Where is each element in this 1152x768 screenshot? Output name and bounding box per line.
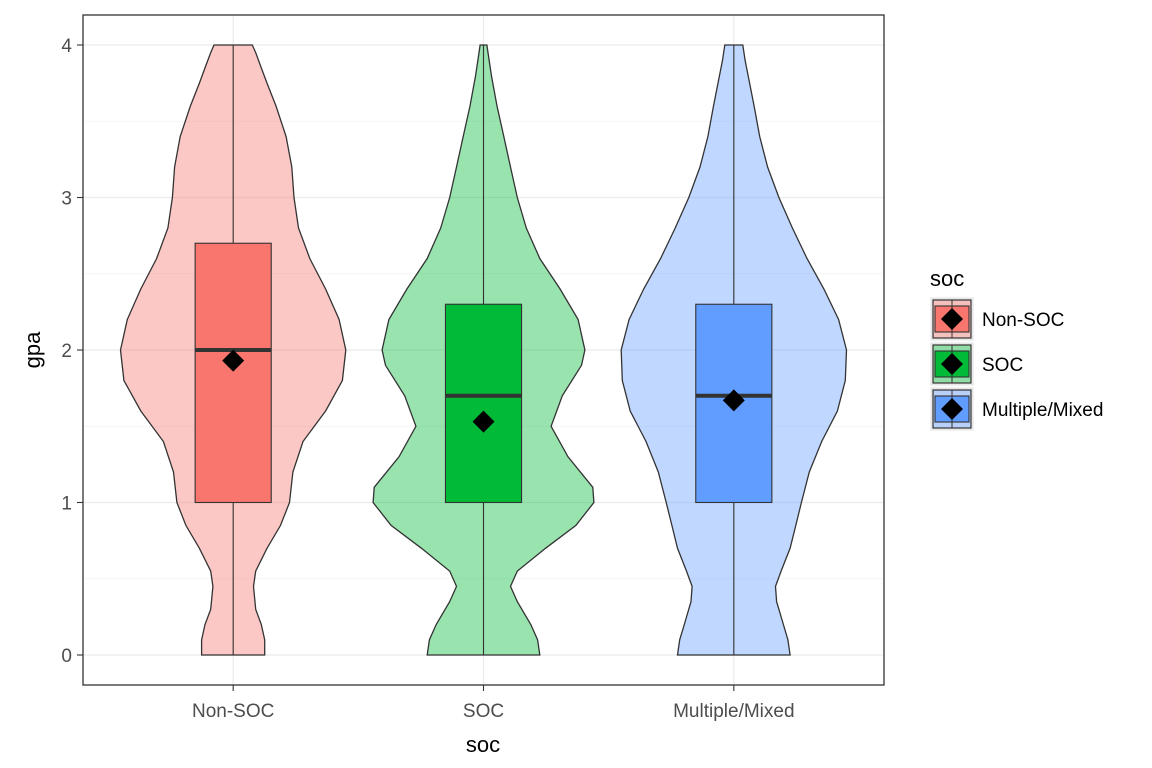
y-tick-label: 0	[61, 646, 72, 667]
mean-points	[222, 349, 745, 433]
legend-item: Multiple/Mixed	[930, 387, 1103, 431]
legend-key-mean	[941, 308, 963, 330]
legend: soc Non-SOC SOC Multiple/Mixed	[930, 266, 1103, 431]
y-tick-label: 2	[61, 341, 72, 362]
y-axis: 0 1 2 3 4	[61, 36, 83, 667]
legend-item: SOC	[930, 342, 1023, 386]
y-tick-label: 3	[61, 189, 72, 210]
mean-point	[472, 410, 495, 433]
mean-point	[222, 349, 245, 372]
x-tick-label: SOC	[463, 701, 504, 722]
legend-title: soc	[930, 266, 964, 291]
legend-item: Non-SOC	[930, 297, 1064, 341]
box-0	[194, 242, 272, 504]
y-tick-label: 4	[61, 36, 72, 57]
box-1	[444, 303, 523, 504]
mean-point	[722, 389, 745, 412]
x-tick-label: Non-SOC	[192, 701, 274, 722]
x-axis-title: soc	[466, 732, 500, 757]
legend-label: SOC	[982, 355, 1023, 376]
legend-label: Non-SOC	[982, 310, 1064, 331]
x-axis: Non-SOC SOC Multiple/Mixed	[192, 685, 795, 722]
x-tick-label: Multiple/Mixed	[673, 701, 794, 722]
y-axis-title: gpa	[20, 331, 45, 368]
legend-key-mean	[941, 353, 963, 375]
boxplots	[194, 45, 773, 655]
y-tick-label: 1	[61, 494, 72, 515]
legend-label: Multiple/Mixed	[982, 400, 1103, 421]
legend-key-mean	[941, 398, 963, 420]
